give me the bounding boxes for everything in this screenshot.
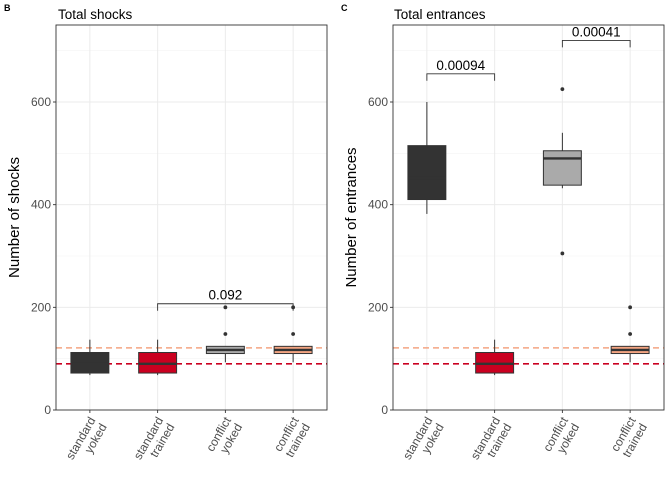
outlier-point xyxy=(560,251,565,256)
y-tick-label: 400 xyxy=(31,198,51,212)
p-value-label: 0.00094 xyxy=(436,58,485,73)
x-tick-label: standardtrained xyxy=(131,415,178,469)
chart-panel-c: C Total entrances 0.00094 0.00041 0 200 400 600… xyxy=(341,3,665,469)
x-tick-label: standardtrained xyxy=(468,415,515,469)
y-tick-label: 0 xyxy=(381,403,388,417)
x-tick-label: conflicttrained xyxy=(608,414,650,460)
outlier-point xyxy=(223,332,228,336)
panel-tag: B xyxy=(4,3,11,13)
comparison-bracket xyxy=(157,303,294,311)
y-axis-label: Number of entrances xyxy=(343,147,360,287)
box-0 xyxy=(70,339,110,376)
x-tick-label: conflictyoked xyxy=(203,414,245,460)
box-body xyxy=(542,150,582,186)
y-tick-label: 200 xyxy=(368,300,388,314)
panel-title: Total entrances xyxy=(394,7,486,22)
p-value-label: 0.00041 xyxy=(572,24,621,39)
box-2 xyxy=(205,305,245,363)
y-tick-label: 400 xyxy=(368,198,388,212)
y-axis-label: Number of shocks xyxy=(6,157,23,278)
outlier-point xyxy=(291,332,296,336)
p-value-label: 0.092 xyxy=(208,288,242,303)
outlier-point xyxy=(628,305,633,310)
box-1 xyxy=(475,339,515,376)
chart-panel-b: B Total shocks 0.092 0 200 400 600 standardyoke… xyxy=(4,3,328,469)
y-tick-label: 0 xyxy=(44,403,51,417)
box-0 xyxy=(407,102,447,214)
box-body xyxy=(407,145,447,201)
y-tick-label: 200 xyxy=(31,300,51,314)
box-3 xyxy=(273,305,313,363)
x-tick-label: standardyoked xyxy=(400,415,447,469)
y-tick-label: 600 xyxy=(31,95,51,109)
panel-border xyxy=(392,24,665,411)
x-tick-label: conflicttrained xyxy=(271,414,313,460)
panel-border xyxy=(55,24,328,411)
box-2 xyxy=(542,87,582,256)
outlier-point xyxy=(223,305,228,310)
outlier-point xyxy=(628,332,633,336)
box-3 xyxy=(610,305,650,363)
x-tick-label: standardyoked xyxy=(63,415,110,469)
panel-title: Total shocks xyxy=(58,7,133,22)
box-1 xyxy=(138,339,178,376)
comparison-bracket xyxy=(561,39,631,48)
panel-tag: C xyxy=(341,3,348,13)
outlier-point xyxy=(560,87,565,92)
y-tick-label: 600 xyxy=(368,95,388,109)
x-tick-label: conflictyoked xyxy=(540,414,582,460)
comparison-bracket xyxy=(426,73,496,81)
